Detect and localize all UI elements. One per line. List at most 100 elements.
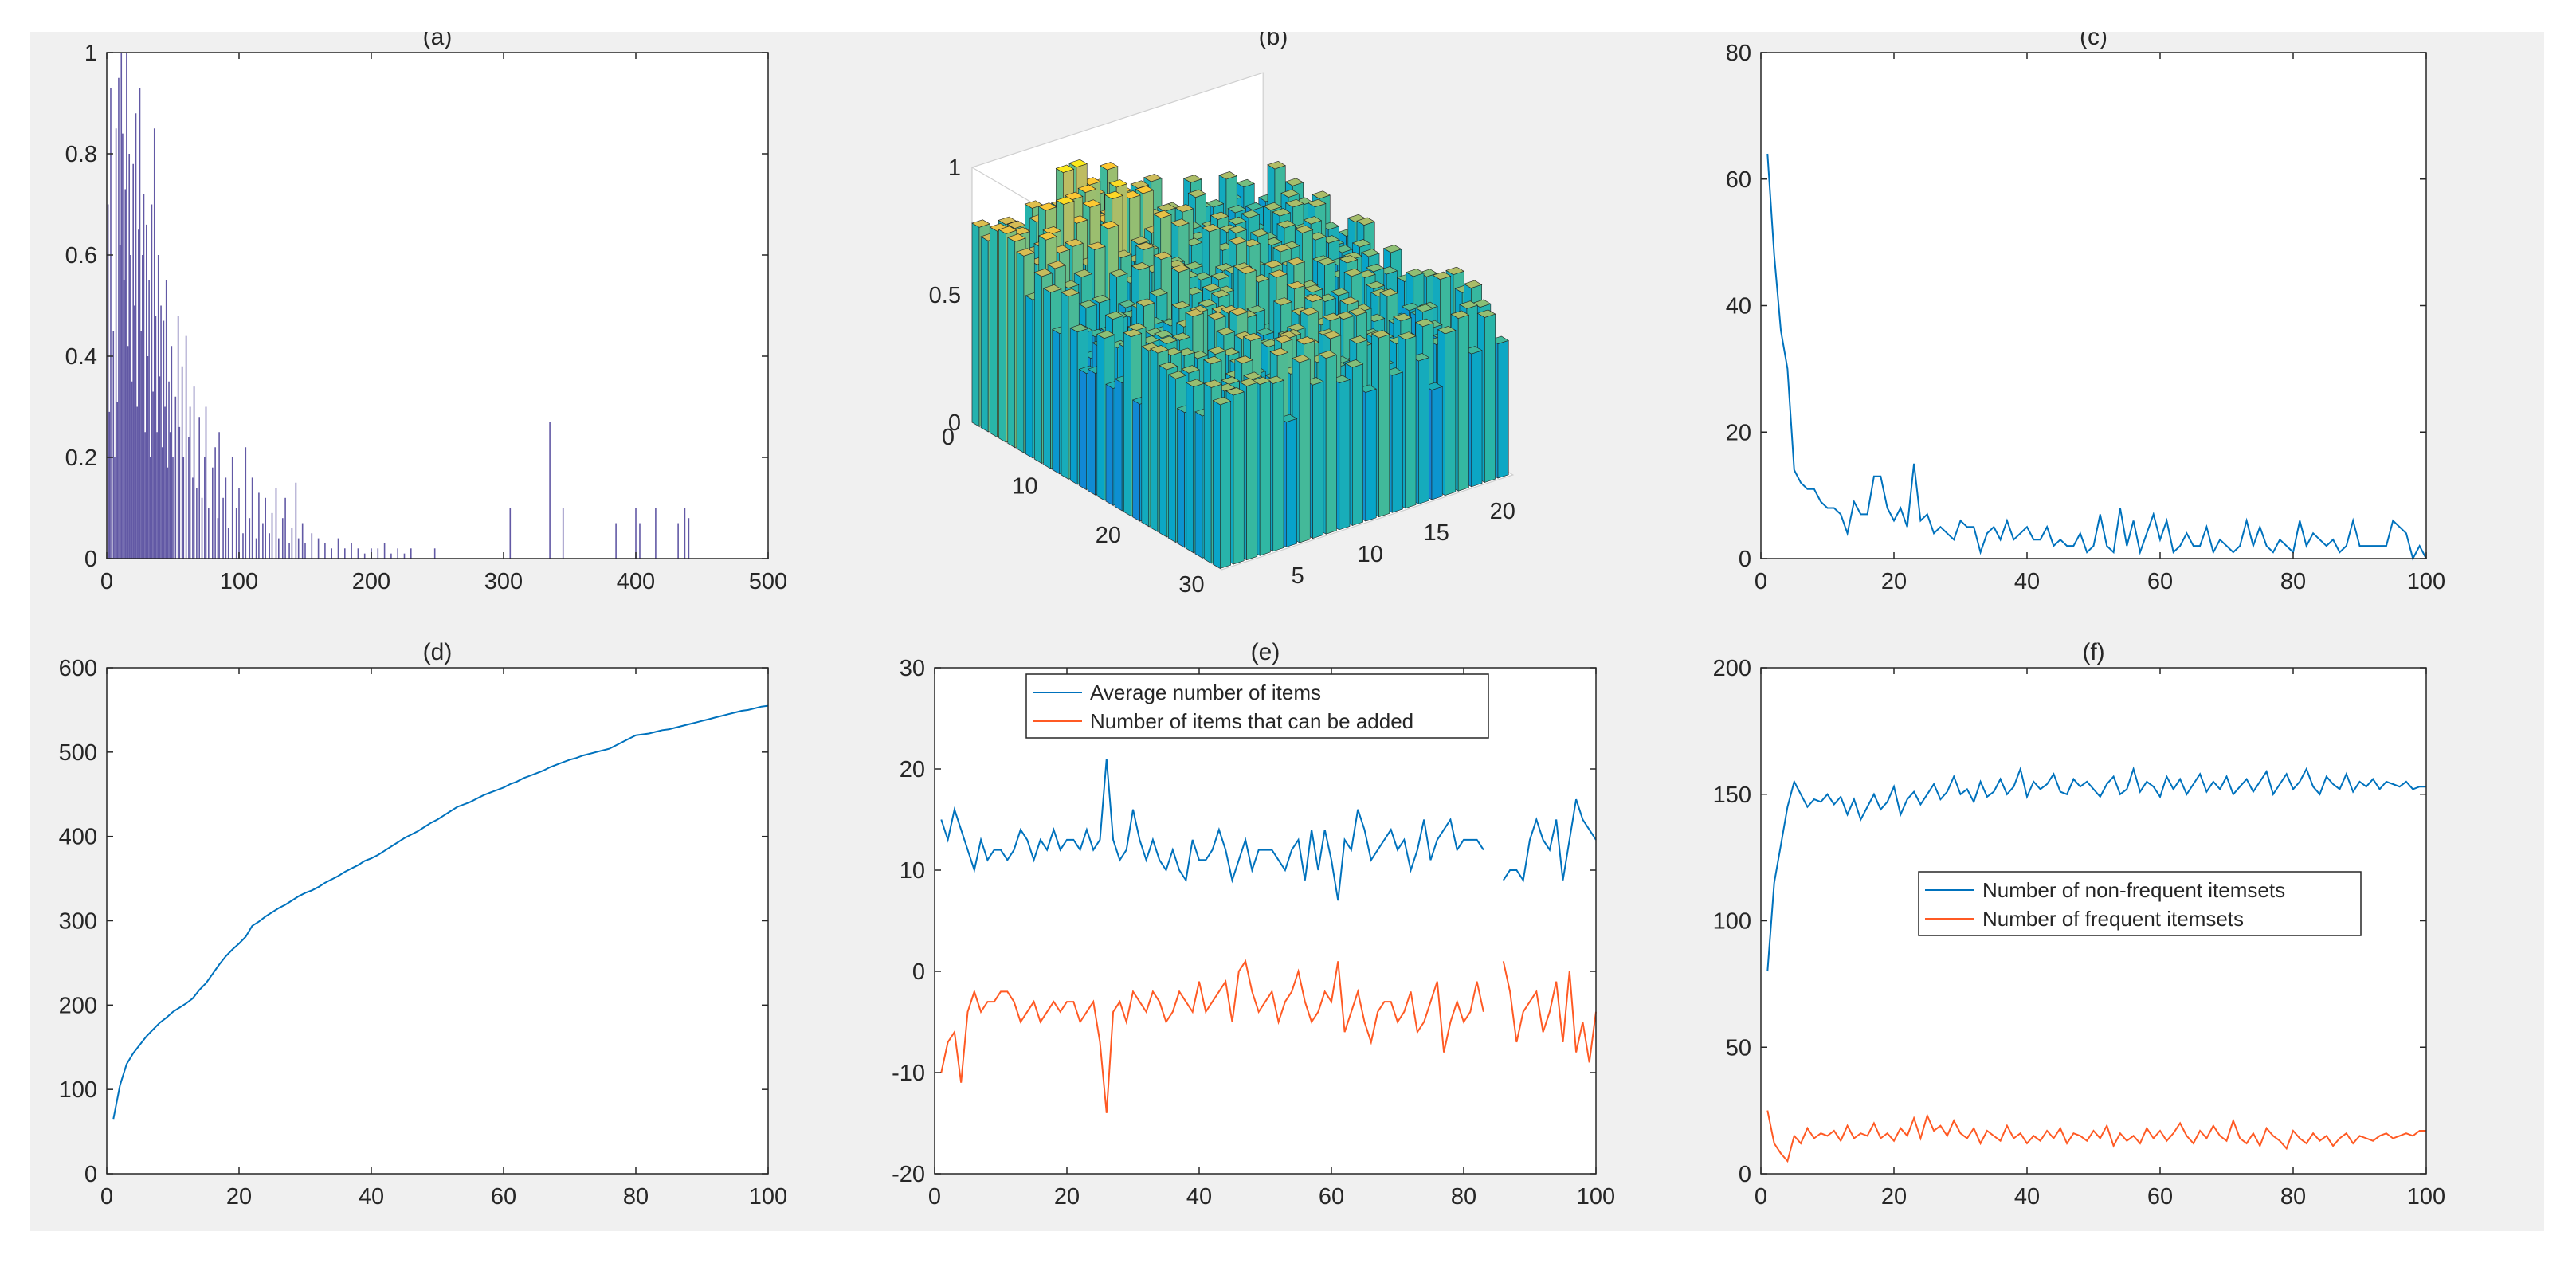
bar3d-top <box>1212 396 1232 406</box>
bar3d-top <box>1294 225 1314 233</box>
col-tick-label: 20 <box>1490 499 1515 524</box>
plot-area <box>935 668 1596 1174</box>
x-tick-label: 20 <box>1881 569 1907 594</box>
bar3d-top <box>1344 359 1364 368</box>
bar3d-side <box>990 226 998 438</box>
bar3d-top <box>1100 221 1119 229</box>
bar3d-top <box>1273 297 1292 306</box>
bar3d-top <box>1056 196 1075 205</box>
series-line-0 <box>1766 153 2427 561</box>
bar3d-side <box>1016 251 1025 453</box>
bar3d-side <box>1123 331 1131 517</box>
y-tick-label: 500 <box>59 740 97 766</box>
bar3d-side <box>1079 368 1087 491</box>
bar3d-top <box>1242 332 1262 342</box>
y-tick-label: 20 <box>1726 420 1751 445</box>
bar3d-top <box>1406 268 1425 277</box>
col-tick-label: 10 <box>1358 542 1383 567</box>
bar3d-top <box>1414 304 1434 312</box>
bar3d-front <box>1339 379 1351 531</box>
x-tick-label: 0 <box>100 1184 113 1210</box>
panel-title: (e) <box>1251 639 1280 665</box>
bar3d-top <box>1042 284 1062 293</box>
bar3d-front <box>1272 379 1284 552</box>
bar3d-top <box>1202 283 1221 292</box>
bar3d <box>1212 396 1232 570</box>
series-line-1 <box>1766 1110 2426 1163</box>
x-tick-label: 20 <box>1881 1184 1907 1210</box>
bar3d-side <box>1177 407 1185 548</box>
bar3d-top <box>1078 300 1097 308</box>
panel-title: (a) <box>423 32 453 50</box>
row-tick-label: 30 <box>1178 572 1204 598</box>
bar3d-top <box>1300 307 1319 316</box>
bar3d-top <box>1476 309 1496 318</box>
bar3d-side <box>971 222 980 427</box>
z-tick-label: 0.5 <box>929 283 961 308</box>
bar3d-side <box>1141 346 1150 528</box>
bar3d-top <box>1339 255 1359 264</box>
bar3d-top <box>1203 379 1223 388</box>
bar3d-top <box>1210 272 1230 280</box>
bar3d-front <box>1246 382 1258 561</box>
y-tick-label: 0 <box>84 1162 97 1187</box>
x-tick-label: 0 <box>100 569 113 594</box>
x-tick-label: 60 <box>491 1184 516 1210</box>
bar3d-top <box>1356 217 1375 226</box>
bar3d-top <box>1038 232 1057 241</box>
row-tick-label: 20 <box>1096 523 1121 548</box>
bar3d-front <box>1457 314 1469 492</box>
x-tick-label: 0 <box>1755 569 1767 594</box>
bar3d-top <box>1303 216 1323 225</box>
bar3d-top <box>1211 289 1230 298</box>
panel-title: (d) <box>423 639 453 665</box>
x-tick-label: 80 <box>1451 1184 1476 1210</box>
bar3d-top <box>1077 184 1097 193</box>
bar3d-side <box>1159 365 1167 538</box>
bar3d-top <box>1285 198 1304 208</box>
y-tick-label: -10 <box>892 1061 925 1086</box>
y-tick-label: 200 <box>1713 656 1751 681</box>
y-tick-label: 0.2 <box>65 445 97 471</box>
bar3d-side <box>1069 327 1078 485</box>
bar3d-side <box>1203 382 1212 564</box>
bar3d-top <box>1269 347 1289 356</box>
bar3d-front <box>1220 401 1231 569</box>
bar3d-front <box>1497 339 1509 479</box>
bar3d-top <box>1108 269 1128 277</box>
bar3d-top <box>1187 189 1207 198</box>
bar3d-front <box>1405 335 1417 509</box>
bar3d-front <box>1325 354 1337 535</box>
bar3d-front <box>1391 371 1403 513</box>
bar3d-top <box>1379 288 1398 297</box>
bar3d-side <box>1088 368 1096 496</box>
bar3d-front <box>1299 359 1311 543</box>
legend-box <box>1918 871 2362 936</box>
legend: Number of non-frequent itemsets Number of… <box>1918 871 2362 936</box>
y-tick-label: 60 <box>1726 167 1751 193</box>
plot-area <box>1761 53 2426 559</box>
y-tick-label: 300 <box>59 909 97 935</box>
bar3d-top <box>1280 189 1300 198</box>
bar3d-side <box>1186 382 1194 554</box>
plot-area <box>107 668 768 1174</box>
x-tick-label: 20 <box>226 1184 252 1210</box>
x-tick-label: 100 <box>1577 1184 1615 1210</box>
bar3d-top <box>1229 307 1249 316</box>
y-tick-label: 30 <box>900 656 925 681</box>
bar3d-front <box>1286 418 1297 547</box>
y-tick-label: 0 <box>84 547 97 572</box>
chart-a: 0 100 200 300 400 500 0 0.2 0.4 0.6 0.8 1 (a) <box>65 24 788 594</box>
bar3d-top <box>1250 229 1269 237</box>
bar3d-top <box>1135 185 1155 194</box>
bar3d-top <box>1216 327 1235 336</box>
row-tick-label: 0 <box>942 425 955 450</box>
bar3d-top <box>1170 264 1190 273</box>
y-tick-label: 600 <box>59 656 97 681</box>
legend-label-1: Number of items that can be added <box>1090 709 1413 733</box>
bar3d-top <box>1159 361 1178 371</box>
bar3d-top <box>1316 257 1336 266</box>
bar3d-side <box>1007 237 1016 449</box>
bar3d-top <box>1047 261 1066 269</box>
bar3d-side <box>1052 328 1061 475</box>
